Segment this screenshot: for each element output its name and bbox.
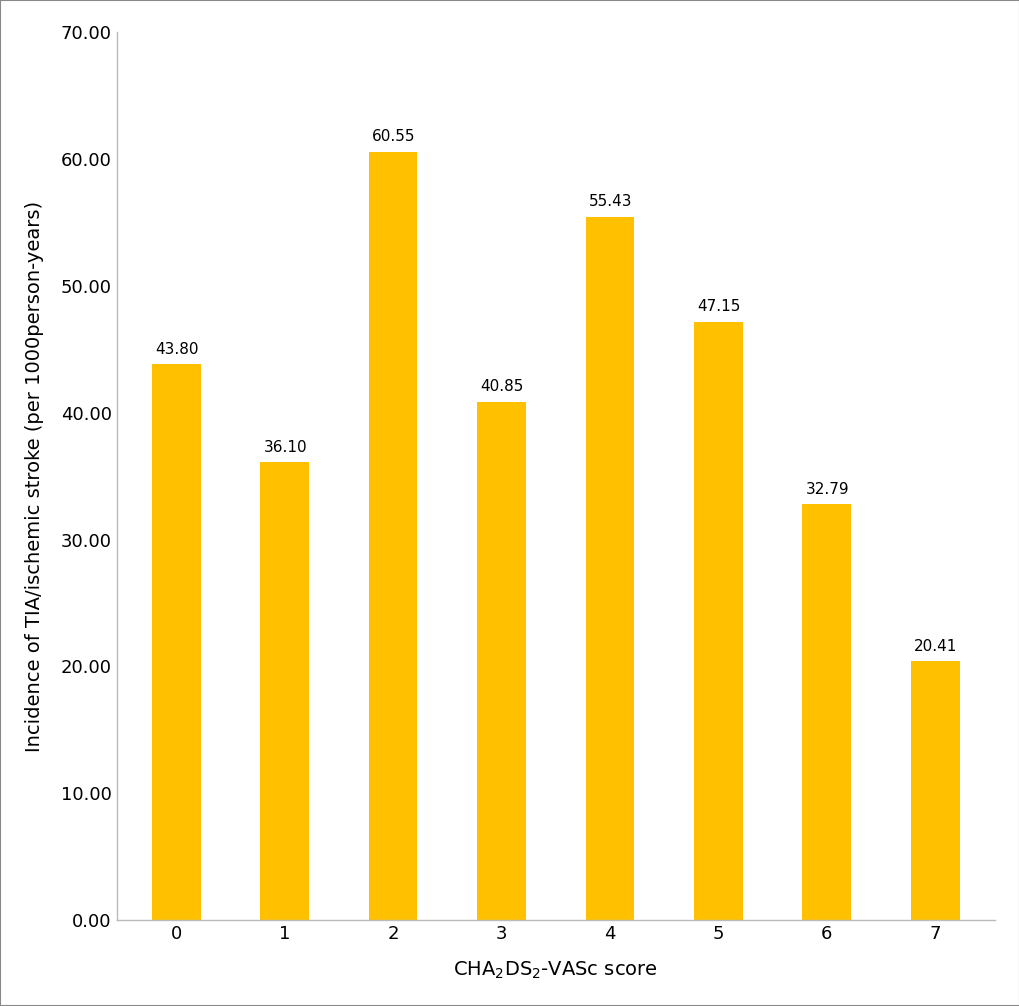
X-axis label: CHA$_2$DS$_2$-VASc score: CHA$_2$DS$_2$-VASc score [453, 960, 657, 981]
Text: 47.15: 47.15 [697, 300, 740, 314]
Text: 43.80: 43.80 [155, 342, 199, 357]
Bar [693, 322, 742, 920]
Y-axis label: Incidence of TIA/ischemic stroke (per 1000person-years): Incidence of TIA/ischemic stroke (per 10… [25, 200, 44, 751]
Bar [910, 661, 959, 920]
Bar [260, 462, 309, 920]
Text: 60.55: 60.55 [372, 130, 415, 144]
Bar [368, 152, 417, 920]
Text: 36.10: 36.10 [263, 440, 307, 455]
Text: 32.79: 32.79 [805, 482, 849, 497]
Bar [585, 217, 634, 920]
Bar [152, 364, 201, 920]
Text: 40.85: 40.85 [480, 379, 523, 394]
Text: 20.41: 20.41 [913, 639, 957, 654]
Bar [477, 401, 526, 920]
Bar [802, 504, 851, 920]
Text: 55.43: 55.43 [588, 194, 632, 209]
